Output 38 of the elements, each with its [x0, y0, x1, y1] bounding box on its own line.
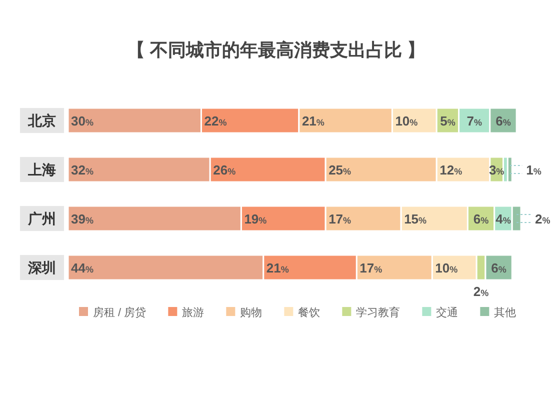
data-label: 21%: [302, 114, 324, 128]
data-label: 5%: [440, 114, 456, 128]
data-label: 4%: [496, 212, 511, 226]
legend-label: 其他: [494, 306, 516, 319]
y-tick-label: 深圳: [27, 260, 56, 276]
data-label: 6%: [491, 260, 506, 276]
data-label: 15%: [404, 212, 427, 226]
data-label: 19%: [244, 212, 267, 226]
data-label: 10%: [395, 114, 418, 128]
legend-label: 购物: [240, 307, 262, 319]
y-tick-label: 北京: [27, 112, 56, 128]
data-label: 12%: [440, 162, 462, 178]
data-label: 17%: [360, 260, 382, 276]
bar: [506, 156, 513, 183]
chart-title: 【 不同城市的年最高消费支出占比 】: [126, 40, 426, 60]
data-label: 32%: [71, 162, 94, 178]
legend-label: 交通: [436, 306, 458, 319]
data-label: 21%: [266, 260, 289, 276]
data-label: 10%: [435, 260, 458, 276]
data-label: 2%: [473, 284, 489, 299]
legend-label: 学习教育: [356, 306, 400, 319]
data-label: 17%: [328, 212, 352, 226]
data-label: 30%: [71, 114, 94, 128]
data-label: 1%: [526, 162, 542, 178]
legend-label: 餐饮: [298, 307, 320, 319]
data-label: 6%: [473, 212, 489, 226]
data-label: 39%: [71, 212, 94, 226]
y-tick-label: 上海: [27, 162, 56, 178]
legend-label: 房租 / 房贷: [93, 306, 146, 319]
data-label: 7%: [466, 114, 482, 128]
data-label: 2%: [535, 212, 550, 226]
data-label: 44%: [71, 260, 94, 276]
data-label: 6%: [496, 114, 511, 128]
data-label: 25%: [328, 162, 352, 178]
legend-label: 旅游: [182, 306, 204, 319]
data-label: 26%: [213, 162, 236, 178]
y-tick-label: 广州: [27, 210, 56, 226]
data-label: 22%: [204, 114, 227, 128]
